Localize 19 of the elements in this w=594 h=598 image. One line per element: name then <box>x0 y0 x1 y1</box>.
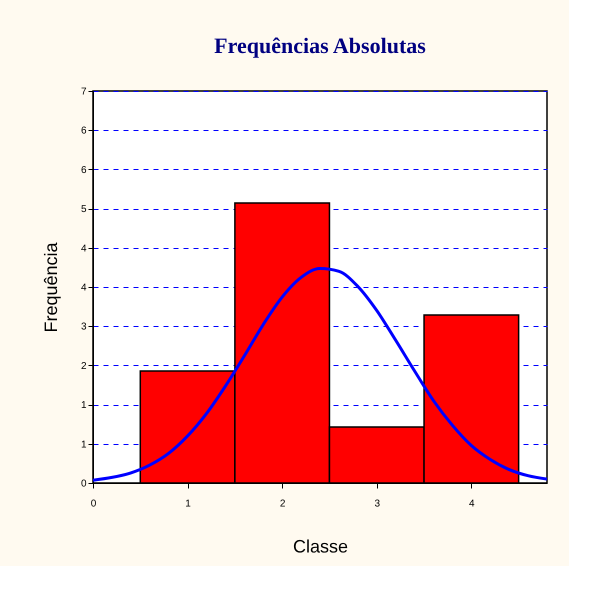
y-tick-label: 4 <box>80 282 87 294</box>
y-tick-label: 7 <box>80 86 87 98</box>
x-tick-label: 1 <box>185 498 192 510</box>
x-tick-label: 0 <box>90 498 97 510</box>
y-tick-label: 5 <box>80 204 87 216</box>
x-tick-label: 4 <box>469 498 476 510</box>
y-axis-title: Frequência <box>40 241 61 333</box>
y-tick-label: 4 <box>80 243 87 254</box>
x-tick-label: 3 <box>374 498 380 510</box>
y-tick-label: 0 <box>80 478 87 490</box>
y-tick-label: 2 <box>80 360 87 372</box>
x-axis-title: Classe <box>292 536 348 556</box>
y-tick-label: 6 <box>80 126 87 137</box>
chart-title: Frequências Absolutas <box>214 33 426 58</box>
y-tick-label: 1 <box>80 439 87 450</box>
y-tick-label: 3 <box>80 322 87 333</box>
x-tick-label: 2 <box>280 498 286 510</box>
y-tick-label: 6 <box>80 164 87 176</box>
y-tick-label: 1 <box>80 400 87 412</box>
